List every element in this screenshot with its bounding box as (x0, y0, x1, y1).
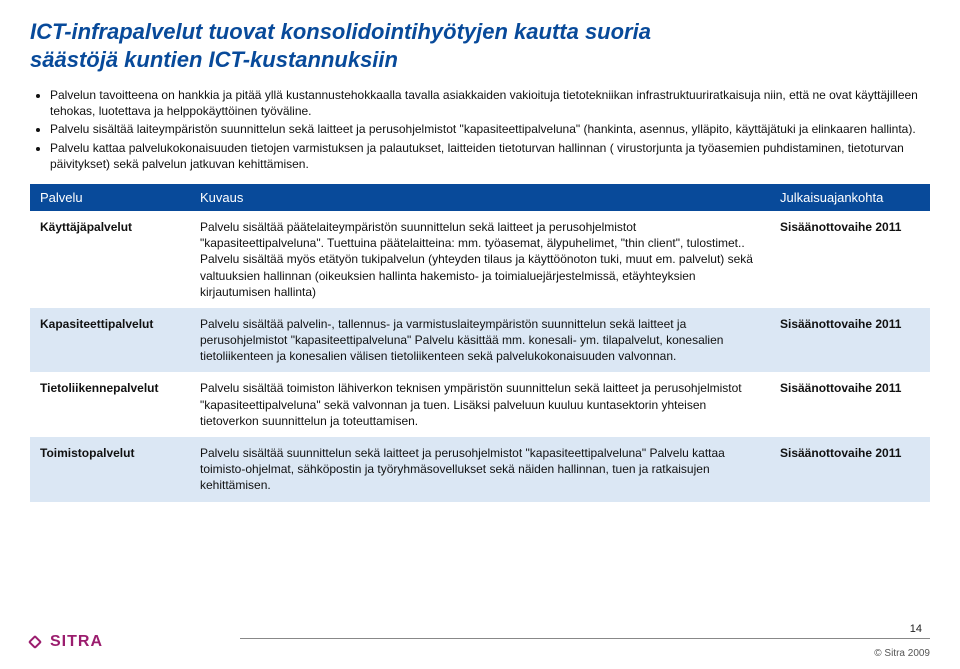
bullet-item: Palvelun tavoitteena on hankkia ja pitää… (50, 87, 930, 119)
col-service: Palvelu (30, 184, 190, 211)
slide-footer: SITRA 14 © Sitra 2009 (0, 619, 960, 669)
service-phase: Sisäänottovaihe 2011 (770, 211, 930, 308)
bullet-item: Palvelu kattaa palvelukokonaisuuden tiet… (50, 140, 930, 172)
bullet-item: Palvelu sisältää laiteympäristön suunnit… (50, 121, 930, 137)
logo-text: SITRA (50, 633, 103, 651)
logo-mark-icon (28, 635, 42, 649)
title-line-1: ICT-infrapalvelut tuovat konsolidointihy… (30, 19, 651, 44)
service-phase: Sisäänottovaihe 2011 (770, 372, 930, 437)
copyright-text: © Sitra 2009 (874, 648, 930, 659)
table-row: Tietoliikennepalvelut Palvelu sisältää t… (30, 372, 930, 437)
service-phase: Sisäänottovaihe 2011 (770, 437, 930, 502)
services-table: Palvelu Kuvaus Julkaisuajankohta Käyttäj… (30, 184, 930, 502)
service-name: Kapasiteettipalvelut (30, 308, 190, 373)
slide-page: ICT-infrapalvelut tuovat konsolidointihy… (0, 0, 960, 669)
table-row: Kapasiteettipalvelut Palvelu sisältää pa… (30, 308, 930, 373)
col-phase: Julkaisuajankohta (770, 184, 930, 211)
service-name: Toimistopalvelut (30, 437, 190, 502)
service-desc: Palvelu sisältää päätelaiteympäristön su… (190, 211, 770, 308)
intro-bullets: Palvelun tavoitteena on hankkia ja pitää… (30, 87, 930, 172)
page-number: 14 (910, 623, 922, 635)
service-name: Käyttäjäpalvelut (30, 211, 190, 308)
table-header-row: Palvelu Kuvaus Julkaisuajankohta (30, 184, 930, 211)
footer-divider (240, 638, 930, 639)
service-phase: Sisäänottovaihe 2011 (770, 308, 930, 373)
title-line-2: säästöjä kuntien ICT-kustannuksiin (30, 47, 398, 72)
sitra-logo: SITRA (30, 633, 103, 651)
page-title: ICT-infrapalvelut tuovat konsolidointihy… (30, 18, 930, 73)
service-desc: Palvelu sisältää suunnittelun sekä laitt… (190, 437, 770, 502)
service-desc: Palvelu sisältää palvelin-, tallennus- j… (190, 308, 770, 373)
table-row: Käyttäjäpalvelut Palvelu sisältää päätel… (30, 211, 930, 308)
table-row: Toimistopalvelut Palvelu sisältää suunni… (30, 437, 930, 502)
service-desc: Palvelu sisältää toimiston lähiverkon te… (190, 372, 770, 437)
service-name: Tietoliikennepalvelut (30, 372, 190, 437)
col-description: Kuvaus (190, 184, 770, 211)
